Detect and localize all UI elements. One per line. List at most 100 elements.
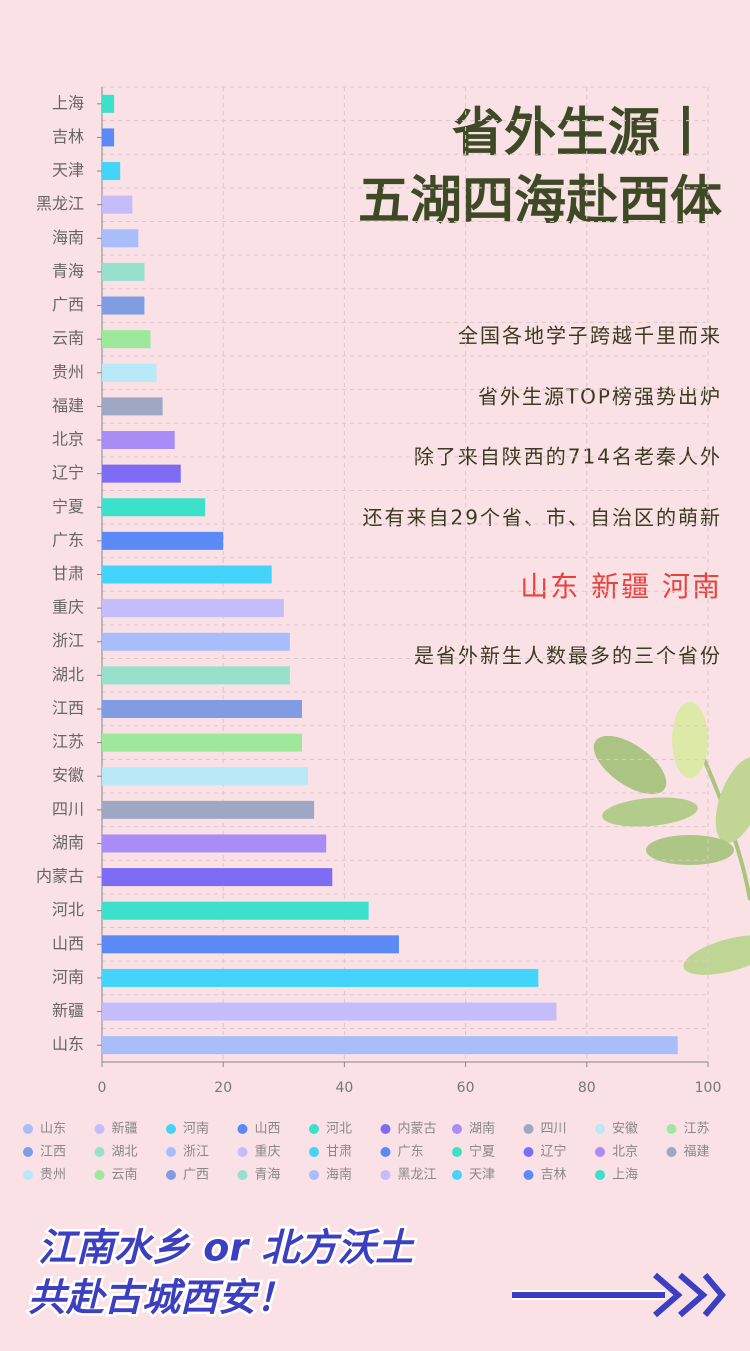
arrow: [512, 1272, 726, 1318]
bar: [102, 800, 315, 819]
bar: [102, 195, 133, 214]
legend-swatch: [523, 1170, 534, 1180]
bar: [102, 599, 284, 618]
legend-label: 四川: [541, 1122, 567, 1137]
y-tick-label: 四川: [52, 799, 84, 818]
y-tick-label: 广西: [52, 295, 84, 314]
legend-label: 浙江: [183, 1145, 209, 1160]
y-tick-label: 北京: [52, 430, 84, 449]
slogan: 江南水乡 or 北方沃土: [38, 1226, 415, 1270]
legend-label: 广东: [398, 1145, 424, 1160]
title: 省外生源丨: [452, 103, 712, 164]
y-tick-label: 天津: [52, 161, 84, 180]
text-line: 是省外新生人数最多的三个省份: [414, 644, 722, 668]
legend-swatch: [23, 1147, 33, 1157]
legend-swatch: [237, 1170, 248, 1180]
y-tick-label: 山东: [52, 1035, 84, 1054]
y-tick-label: 湖北: [52, 665, 84, 684]
legend-swatch: [452, 1124, 462, 1134]
legend-swatch: [452, 1170, 462, 1180]
legend-label: 江西: [40, 1145, 66, 1160]
legend-label: 云南: [112, 1167, 138, 1183]
x-tick-label: 60: [457, 1080, 475, 1096]
legend-swatch: [94, 1147, 105, 1157]
highlight: 山东 新疆 河南: [520, 570, 722, 603]
bar: [102, 128, 115, 147]
y-tick-label: 江苏: [52, 732, 84, 751]
y-tick-label: 广东: [52, 530, 84, 549]
legend-label: 甘肃: [326, 1145, 352, 1160]
legend-label: 河北: [326, 1122, 352, 1137]
legend-swatch: [166, 1170, 176, 1180]
legend-swatch: [94, 1124, 105, 1134]
bar: [102, 162, 121, 181]
bar: [102, 262, 145, 281]
legend-swatch: [309, 1124, 319, 1134]
legend-swatch: [452, 1147, 462, 1157]
bar: [102, 767, 309, 786]
legend-label: 安徽: [612, 1122, 638, 1137]
legend-swatch: [523, 1124, 534, 1134]
text-line: 还有来自29个省、市、自治区的萌新: [363, 506, 722, 530]
x-tick-label: 0: [98, 1080, 107, 1096]
y-tick-label: 上海: [52, 93, 84, 112]
text-line: 省外生源TOP榜强势出炉: [478, 385, 722, 409]
legend-swatch: [309, 1170, 319, 1180]
legend-label: 内蒙古: [398, 1121, 437, 1137]
legend-swatch: [595, 1170, 605, 1180]
bar: [102, 531, 224, 550]
bar: [102, 1002, 557, 1021]
legend-label: 上海: [612, 1168, 638, 1183]
legend-swatch: [166, 1147, 176, 1157]
y-tick-label: 河南: [52, 967, 84, 986]
bar: [102, 935, 399, 954]
legend-label: 北京: [612, 1145, 638, 1160]
legend-label: 贵州: [40, 1168, 66, 1183]
y-tick-label: 吉林: [52, 127, 84, 146]
legend-label: 新疆: [112, 1121, 138, 1137]
y-tick-label: 浙江: [52, 631, 84, 650]
y-tick-label: 新疆: [52, 1001, 84, 1020]
bar: [102, 397, 163, 416]
bar: [102, 464, 181, 483]
y-tick-label: 山西: [52, 934, 84, 953]
plot: 0 20 40 60 80 100山东新疆河南山西河北内蒙古湖南四川安徽江苏江西湖北浙江重…: [23, 86, 721, 1183]
leaves: [593, 702, 750, 975]
legend-label: 宁夏: [469, 1144, 495, 1160]
legend-label: 海南: [326, 1167, 352, 1183]
bar: [102, 632, 290, 651]
bar: [102, 296, 145, 315]
legend-label: 广西: [183, 1168, 209, 1183]
legend-label: 湖南: [469, 1121, 495, 1137]
legend-swatch: [666, 1124, 677, 1134]
legend-label: 湖北: [112, 1145, 138, 1160]
y-tick-label: 青海: [52, 261, 84, 280]
legend-swatch: [380, 1147, 391, 1157]
legend-swatch: [94, 1170, 105, 1180]
bar: [102, 229, 139, 248]
bar: [102, 1036, 678, 1055]
y-tick-label: 江西: [52, 698, 84, 717]
y-tick-label: 黑龙江: [36, 194, 84, 213]
legend-swatch: [666, 1147, 677, 1157]
legend-label: 黑龙江: [398, 1168, 437, 1183]
y-tick-label: 福建: [52, 396, 84, 415]
bar: [102, 498, 206, 517]
text-line: 全国各地学子跨越千里而来: [458, 324, 722, 348]
y-tick-label: 海南: [52, 228, 84, 247]
y-tick-label: 辽宁: [52, 463, 84, 482]
y-tick-label: 重庆: [52, 598, 84, 617]
legend-label: 辽宁: [541, 1144, 567, 1160]
legend-swatch: [23, 1170, 33, 1180]
legend-label: 山东: [40, 1122, 66, 1137]
bar: [102, 834, 327, 853]
legend-swatch: [380, 1124, 391, 1134]
legend-swatch: [380, 1170, 391, 1180]
bar: [102, 666, 290, 685]
bar: [102, 94, 115, 113]
bar: [102, 699, 302, 718]
legend-label: 福建: [684, 1145, 710, 1160]
legend-swatch: [237, 1124, 248, 1134]
legend-swatch: [595, 1124, 605, 1134]
legend-label: 山西: [255, 1122, 281, 1137]
